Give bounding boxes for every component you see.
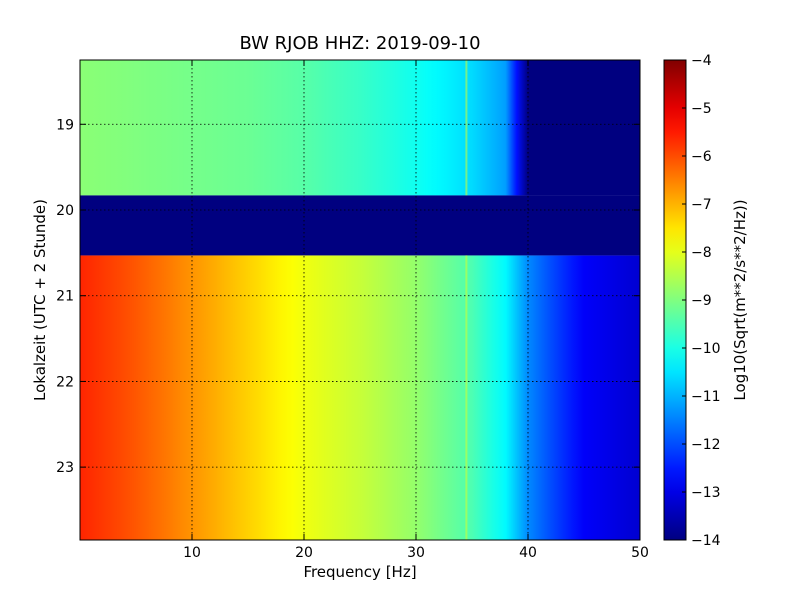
colorbar-tick-label: −14 xyxy=(691,533,721,549)
colorbar-tick-label: −7 xyxy=(691,197,712,213)
x-tick-label: 10 xyxy=(183,545,201,561)
y-tick-label: 23 xyxy=(56,460,74,476)
colorbar-tick-label: −8 xyxy=(691,245,712,261)
data-gap-band xyxy=(80,195,640,256)
y-tick-label: 20 xyxy=(56,203,74,219)
spectrogram-segment xyxy=(80,255,640,540)
y-axis-ticks: 19 20 21 22 23 xyxy=(56,117,640,476)
colorbar-label: Log10(Sqrt(m**2/s**2/Hz)) xyxy=(731,199,749,400)
colorbar-tick-label: −9 xyxy=(691,293,712,309)
y-tick-label: 21 xyxy=(56,289,74,305)
x-tick-label: 30 xyxy=(407,545,425,561)
x-axis-ticks: 10 20 30 40 50 xyxy=(183,60,649,561)
x-axis-label: Frequency [Hz] xyxy=(303,563,416,581)
chart-title: BW RJOB HHZ: 2019-09-10 xyxy=(239,33,480,54)
colorbar-tick-label: −5 xyxy=(691,101,712,117)
plot-frame xyxy=(79,59,641,541)
colorbar-tick-label: −12 xyxy=(691,437,721,453)
colorbar-tick-label: −4 xyxy=(691,53,712,69)
colorbar-tick-label: −11 xyxy=(691,389,721,405)
y-tick-label: 19 xyxy=(56,117,74,133)
colorbar: −4 −5 −6 −7 −8 −9 −10 −11 −12 −13 −14 xyxy=(663,53,721,549)
colorbar-tick-label: −10 xyxy=(691,341,721,357)
y-tick-label: 22 xyxy=(56,374,74,390)
colorbar-tick-label: −6 xyxy=(691,149,712,165)
spectrogram-plot xyxy=(79,59,641,541)
y-axis-label: Lokalzeit (UTC + 2 Stunde) xyxy=(31,199,49,401)
grid-lines xyxy=(80,60,640,540)
spectrogram-segment xyxy=(80,60,640,196)
x-tick-label: 50 xyxy=(631,545,649,561)
colorbar-tick-label: −13 xyxy=(691,485,721,501)
x-tick-label: 40 xyxy=(519,545,537,561)
x-tick-label: 20 xyxy=(295,545,313,561)
